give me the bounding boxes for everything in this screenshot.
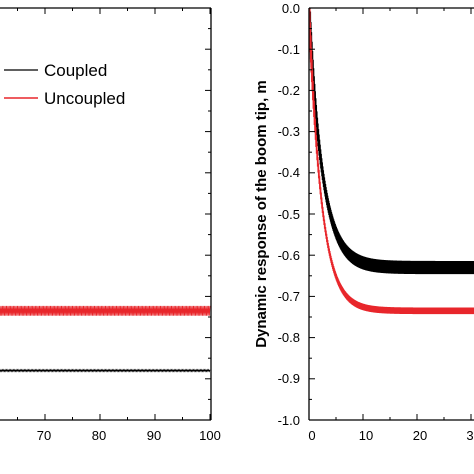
legend: Coupled Uncoupled (4, 61, 125, 108)
right-y-tick-label: -0.6 (278, 248, 300, 263)
right-panel: 0.0 -0.1 -0.2 -0.3 -0.4 -0.5 -0.6 -0.7 -… (253, 1, 474, 443)
left-series-group (0, 305, 211, 373)
right-series-line-uncoupled (308, 7, 474, 315)
right-x-tick-label: 3 (466, 428, 473, 443)
right-series-line-coupled (308, 7, 474, 275)
left-x-tick-label: 80 (92, 428, 106, 443)
right-series-group (308, 7, 474, 315)
right-y-tick-label: -0.5 (278, 207, 300, 222)
right-y-tick-label: -0.1 (278, 42, 300, 57)
right-y-tick-label: -0.3 (278, 124, 300, 139)
left-x-tick-label: 70 (37, 428, 51, 443)
right-y-tick-label: -0.2 (278, 83, 300, 98)
right-y-tick-label: -0.7 (278, 289, 300, 304)
right-x-tick-label: 10 (359, 428, 373, 443)
right-y-tick-label: -0.9 (278, 371, 300, 386)
right-y-tick-label: 0.0 (282, 1, 300, 16)
right-y-tick-label: -1.0 (278, 413, 300, 428)
legend-label-coupled: Coupled (44, 61, 107, 80)
left-series-line-uncoupled (0, 305, 211, 316)
right-y-tick-label: -0.8 (278, 330, 300, 345)
left-x-tick-label: 90 (147, 428, 161, 443)
left-series-line-coupled (0, 368, 211, 373)
right-x-tick-label: 0 (308, 428, 315, 443)
right-y-axis-title: Dynamic response of the boom tip, m (253, 80, 270, 348)
left-x-tick-label: 100 (199, 428, 221, 443)
right-ticks (308, 7, 472, 421)
right-y-tick-label: -0.4 (278, 165, 300, 180)
legend-label-uncoupled: Uncoupled (44, 89, 125, 108)
left-panel: Coupled Uncoupled 70 80 90 100 (0, 7, 221, 443)
right-x-tick-label: 20 (413, 428, 427, 443)
left-ticks (17, 7, 211, 421)
